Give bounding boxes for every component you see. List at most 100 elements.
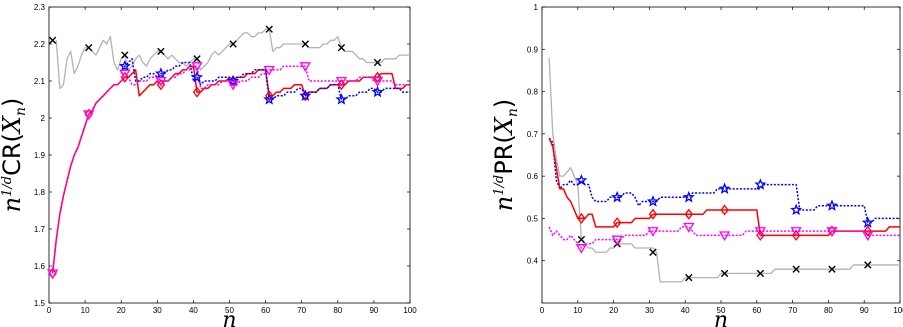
x-axis-label: n — [714, 308, 728, 327]
y-tick-label: 0.7 — [527, 130, 539, 139]
data-point-marker — [648, 208, 658, 220]
x-tick-label: 40 — [681, 306, 690, 315]
x-tick-label: 50 — [225, 306, 234, 315]
data-point-marker — [577, 235, 586, 244]
data-point-marker — [575, 174, 588, 186]
data-point-marker — [337, 79, 346, 91]
data-point-marker — [756, 229, 765, 241]
data-point-marker — [154, 67, 167, 79]
series-line-2 — [120, 58, 410, 101]
data-point-marker — [682, 190, 695, 203]
data-point-marker — [46, 269, 59, 280]
x-tick-label: 10 — [573, 306, 582, 315]
data-point-marker — [720, 269, 729, 278]
x-tick-label: 30 — [153, 306, 162, 315]
x-tick-label: 80 — [824, 306, 833, 315]
data-point-marker — [120, 71, 129, 83]
data-point-marker — [155, 76, 167, 87]
data-point-marker — [649, 248, 657, 256]
y-tick-label: 1.8 — [34, 188, 46, 197]
data-point-marker — [192, 86, 202, 98]
data-point-marker — [301, 40, 310, 48]
data-point-marker — [118, 59, 131, 72]
y-axis-label-var: X — [0, 115, 26, 135]
data-point-marker — [611, 235, 623, 246]
data-point-marker — [83, 110, 95, 121]
data-point-marker — [119, 69, 131, 80]
x-tick-label: 20 — [609, 306, 618, 315]
x-tick-label: 70 — [788, 306, 797, 315]
y-axis-label-open: ( — [0, 133, 26, 142]
data-point-marker — [265, 25, 273, 33]
y-axis-label-func: CR — [0, 142, 26, 175]
plot-frame — [48, 6, 411, 304]
data-point-marker — [227, 80, 239, 91]
data-point-marker — [790, 227, 802, 237]
data-point-marker — [792, 265, 800, 273]
data-point-marker — [263, 93, 276, 105]
data-point-marker — [335, 76, 348, 87]
data-point-marker — [647, 227, 659, 237]
x-tick-label: 10 — [81, 306, 90, 315]
x-tick-label: 60 — [752, 306, 761, 315]
y-axis-label-close: ) — [490, 99, 518, 108]
x-tick-label: 20 — [117, 306, 126, 315]
y-axis-label-sup: 1/d — [0, 176, 15, 197]
x-tick-label: 50 — [717, 306, 726, 315]
data-point-marker — [718, 231, 731, 242]
data-point-marker — [371, 85, 384, 98]
data-point-marker — [864, 261, 872, 269]
data-point-marker — [611, 190, 624, 203]
data-point-marker — [828, 265, 836, 273]
data-point-marker — [754, 178, 767, 190]
y-tick-label: 1.6 — [34, 262, 46, 271]
data-point-marker — [646, 195, 660, 207]
data-point-marker — [193, 55, 201, 63]
data-point-marker — [157, 47, 165, 56]
series-line-1 — [548, 137, 900, 224]
x-tick-label: 30 — [645, 306, 654, 315]
y-tick-label: 1.5 — [34, 299, 46, 308]
y-tick-label: 2 — [41, 114, 46, 123]
data-point-marker — [720, 204, 729, 216]
y-tick-label: 2.2 — [34, 40, 46, 49]
data-point-marker — [156, 79, 166, 91]
x-tick-label: 100 — [893, 306, 903, 315]
data-point-marker — [190, 70, 204, 83]
chart-right-pr: 0 10 20 30 40 50 60 70 80 90 100 0.4 0.5 0.6 0.7 0.8 0.9… — [490, 3, 903, 327]
data-point-marker — [577, 212, 586, 225]
y-tick-label: 1.9 — [34, 151, 46, 160]
y-axis-label-var: X — [490, 116, 518, 136]
data-point-marker — [718, 182, 731, 194]
data-point-marker — [756, 269, 765, 278]
data-point-marker — [48, 36, 57, 44]
y-axis-label-base: n — [490, 196, 518, 211]
data-point-marker — [85, 44, 93, 52]
x-tick-label: 40 — [189, 306, 198, 315]
data-point-marker — [790, 203, 803, 216]
y-tick-label: 0.4 — [527, 257, 539, 266]
x-tick-label: 90 — [369, 306, 378, 315]
y-axis-label-open: ( — [490, 134, 518, 143]
chart-left-cr: 0 10 20 30 40 50 60 70 80 90 100 1.5 1.6 1.7 1.8 1.9 2 2.… — [0, 3, 417, 327]
y-tick-label: 0.5 — [527, 214, 539, 223]
data-point-marker — [861, 216, 874, 228]
x-tick-label: 80 — [333, 306, 342, 315]
y-axis-label-sub: n — [505, 108, 521, 117]
data-point-marker — [825, 199, 839, 211]
data-point-marker — [685, 273, 693, 282]
y-tick-label: 1.7 — [34, 225, 46, 234]
data-point-marker — [371, 76, 384, 87]
data-point-marker — [683, 222, 695, 233]
data-point-marker — [754, 227, 767, 237]
y-axis-label-base: n — [0, 197, 26, 212]
data-point-marker — [229, 40, 237, 48]
x-tick-label: 90 — [860, 306, 869, 315]
y-tick-label: 2.1 — [34, 77, 46, 86]
data-point-marker — [299, 62, 311, 73]
data-point-marker — [791, 229, 801, 241]
data-point-marker — [863, 225, 872, 237]
x-tick-label: 60 — [261, 306, 270, 315]
data-point-marker — [227, 74, 240, 87]
